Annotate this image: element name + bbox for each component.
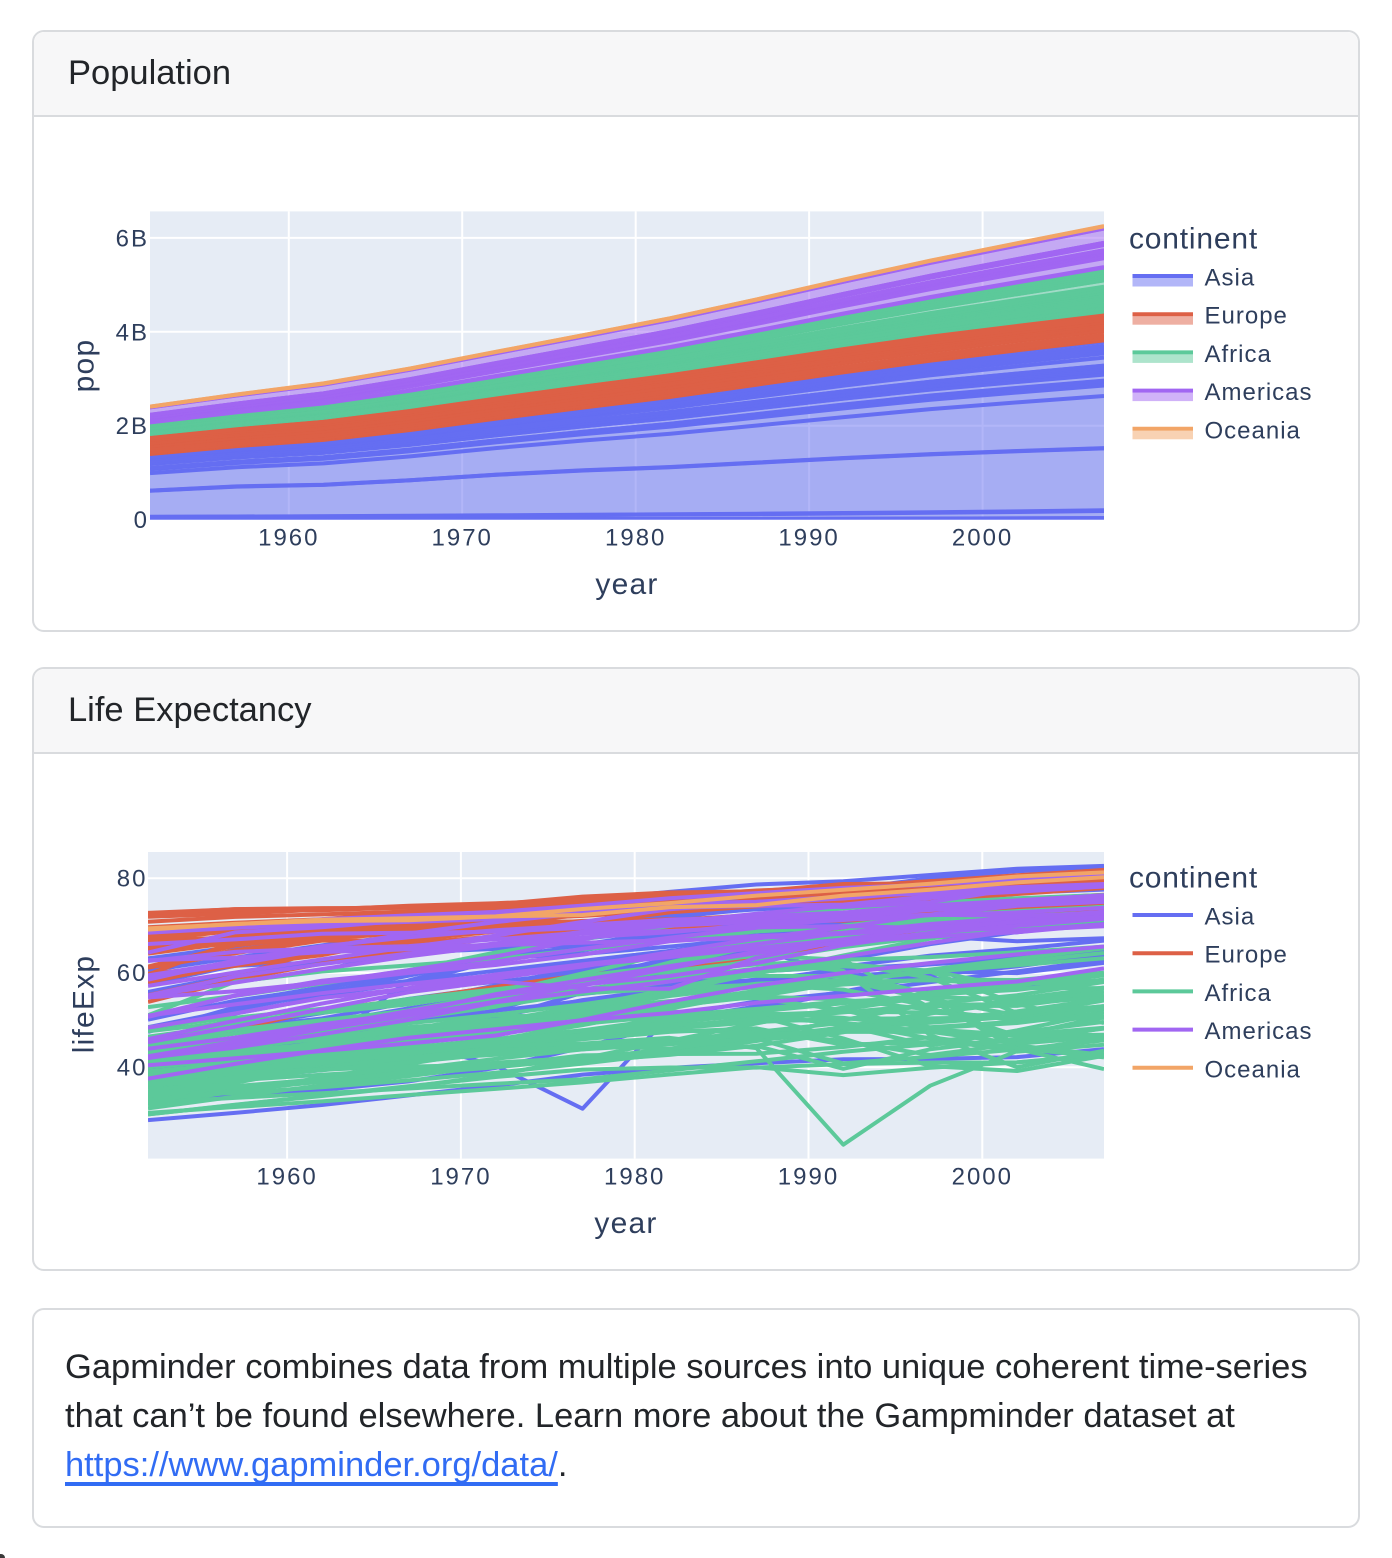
svg-text:Europe: Europe: [1205, 942, 1288, 969]
svg-text:60: 60: [117, 960, 148, 987]
svg-text:2000: 2000: [952, 525, 1013, 552]
svg-text:1960: 1960: [258, 525, 319, 552]
svg-text:Africa: Africa: [1205, 341, 1272, 368]
svg-text:continent: continent: [1129, 862, 1258, 895]
svg-text:Asia: Asia: [1205, 265, 1256, 292]
svg-text:1980: 1980: [604, 1163, 665, 1190]
svg-text:1990: 1990: [778, 525, 839, 552]
svg-text:Americas: Americas: [1205, 379, 1313, 406]
svg-text:40: 40: [117, 1055, 148, 1082]
svg-text:Europe: Europe: [1205, 303, 1288, 330]
svg-text:1970: 1970: [430, 1163, 491, 1190]
svg-text:year: year: [595, 568, 658, 601]
svg-text:year: year: [594, 1207, 657, 1240]
svg-text:1980: 1980: [605, 525, 666, 552]
svg-text:0: 0: [134, 507, 149, 534]
svg-text:Americas: Americas: [1205, 1018, 1313, 1045]
svg-text:2B: 2B: [116, 413, 149, 440]
svg-text:Africa: Africa: [1205, 980, 1272, 1007]
svg-text:Asia: Asia: [1205, 904, 1256, 931]
svg-text:4B: 4B: [116, 319, 149, 346]
svg-text:Oceania: Oceania: [1205, 1056, 1301, 1083]
svg-text:1960: 1960: [256, 1163, 317, 1190]
svg-text:1990: 1990: [778, 1163, 839, 1190]
svg-text:pop: pop: [68, 339, 101, 393]
svg-text:continent: continent: [1129, 223, 1258, 256]
svg-text:1970: 1970: [432, 525, 493, 552]
svg-text:Oceania: Oceania: [1205, 417, 1301, 444]
svg-text:80: 80: [117, 866, 148, 893]
svg-text:6B: 6B: [116, 225, 149, 252]
svg-text:2000: 2000: [952, 1163, 1013, 1190]
svg-text:lifeExp: lifeExp: [68, 955, 101, 1053]
